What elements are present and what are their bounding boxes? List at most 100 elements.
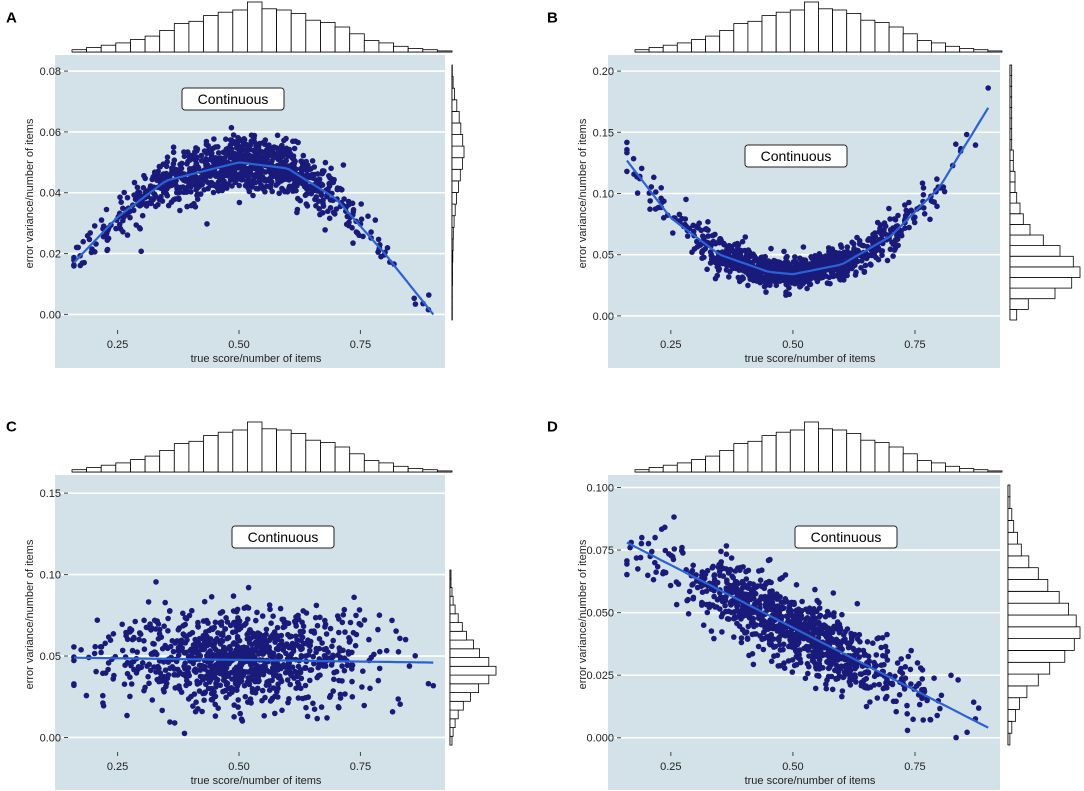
data-point — [175, 652, 182, 658]
data-point — [274, 624, 281, 631]
data-point — [234, 145, 240, 151]
data-point — [739, 238, 746, 245]
y-tick-label: 0.075 — [586, 545, 614, 557]
data-point — [829, 629, 836, 636]
data-point — [728, 555, 735, 561]
data-point — [288, 672, 295, 679]
histogram-bar — [902, 33, 918, 53]
data-point — [759, 254, 766, 260]
data-point — [735, 588, 741, 595]
data-point — [624, 561, 630, 567]
y-tick-label: 0.05 — [40, 651, 61, 663]
data-point — [822, 613, 829, 620]
data-point — [800, 280, 806, 286]
data-point — [242, 152, 249, 158]
data-point — [306, 642, 312, 649]
histogram-bar — [451, 168, 461, 182]
data-point — [167, 665, 173, 672]
histogram-bar — [1007, 661, 1051, 675]
data-point — [780, 632, 787, 638]
data-point — [867, 699, 873, 705]
histogram-bar — [449, 735, 453, 746]
y-tick-label: 0.00 — [40, 309, 61, 321]
data-point — [653, 189, 659, 195]
data-point — [185, 665, 192, 671]
y-tick-label: 0.20 — [593, 66, 614, 78]
data-point — [307, 647, 313, 654]
data-point — [183, 616, 190, 622]
data-point — [690, 581, 696, 587]
data-point — [346, 639, 353, 645]
y-marginal-histogram — [1007, 484, 1081, 746]
data-point — [766, 281, 773, 288]
data-point — [823, 685, 830, 692]
data-point — [215, 705, 221, 711]
data-point — [233, 650, 239, 656]
data-point — [259, 149, 266, 155]
data-point — [796, 639, 802, 646]
data-point — [412, 301, 419, 307]
data-point — [341, 667, 348, 674]
histogram-bar — [1007, 732, 1011, 746]
data-point — [870, 640, 876, 646]
data-point — [788, 632, 795, 638]
data-point — [148, 625, 155, 631]
data-point — [828, 673, 835, 680]
data-point — [270, 653, 277, 660]
data-point — [193, 649, 200, 656]
data-point — [426, 292, 432, 298]
data-point — [831, 613, 837, 620]
histogram-bar — [931, 42, 946, 53]
data-point — [214, 666, 220, 672]
data-point — [809, 255, 815, 262]
panel-label: C — [6, 418, 17, 435]
histogram-bar — [1007, 602, 1069, 616]
data-point — [196, 635, 203, 642]
histogram-bar — [916, 460, 932, 473]
data-point — [199, 674, 205, 680]
histogram-bar — [449, 569, 452, 580]
y-axis-label: error variance/number of items — [24, 118, 36, 268]
histogram-bar — [451, 87, 455, 101]
data-point — [145, 599, 152, 605]
data-point — [840, 638, 847, 644]
data-point — [71, 644, 77, 650]
histogram-bar — [1009, 213, 1024, 225]
data-point — [723, 551, 730, 557]
histogram-bar — [1009, 117, 1013, 130]
data-point — [833, 258, 840, 265]
histogram-bar — [449, 727, 454, 737]
data-point — [700, 233, 706, 239]
data-point — [311, 628, 317, 634]
data-point — [189, 166, 195, 172]
data-point — [182, 621, 188, 628]
annotation-label: Continuous — [811, 529, 882, 545]
data-point — [768, 631, 774, 638]
data-point — [203, 617, 210, 624]
data-point — [197, 667, 204, 673]
data-point — [322, 159, 329, 166]
data-point — [633, 555, 640, 561]
data-point — [212, 693, 219, 700]
data-point — [316, 636, 323, 642]
data-point — [341, 196, 347, 202]
data-point — [792, 254, 798, 260]
data-point — [271, 154, 278, 160]
data-point — [130, 207, 137, 214]
data-point — [124, 712, 130, 719]
data-point — [215, 150, 222, 156]
data-point — [360, 668, 366, 674]
data-point — [881, 661, 887, 668]
data-point — [871, 251, 877, 257]
data-point — [383, 647, 390, 654]
data-point — [279, 707, 285, 714]
data-point — [161, 623, 167, 629]
data-point — [797, 610, 803, 616]
data-point — [305, 652, 312, 658]
data-point — [881, 220, 888, 226]
data-point — [921, 211, 928, 217]
histogram-bar — [290, 432, 307, 473]
data-point — [881, 685, 888, 691]
histogram-bar — [775, 431, 791, 473]
data-point — [311, 706, 318, 712]
